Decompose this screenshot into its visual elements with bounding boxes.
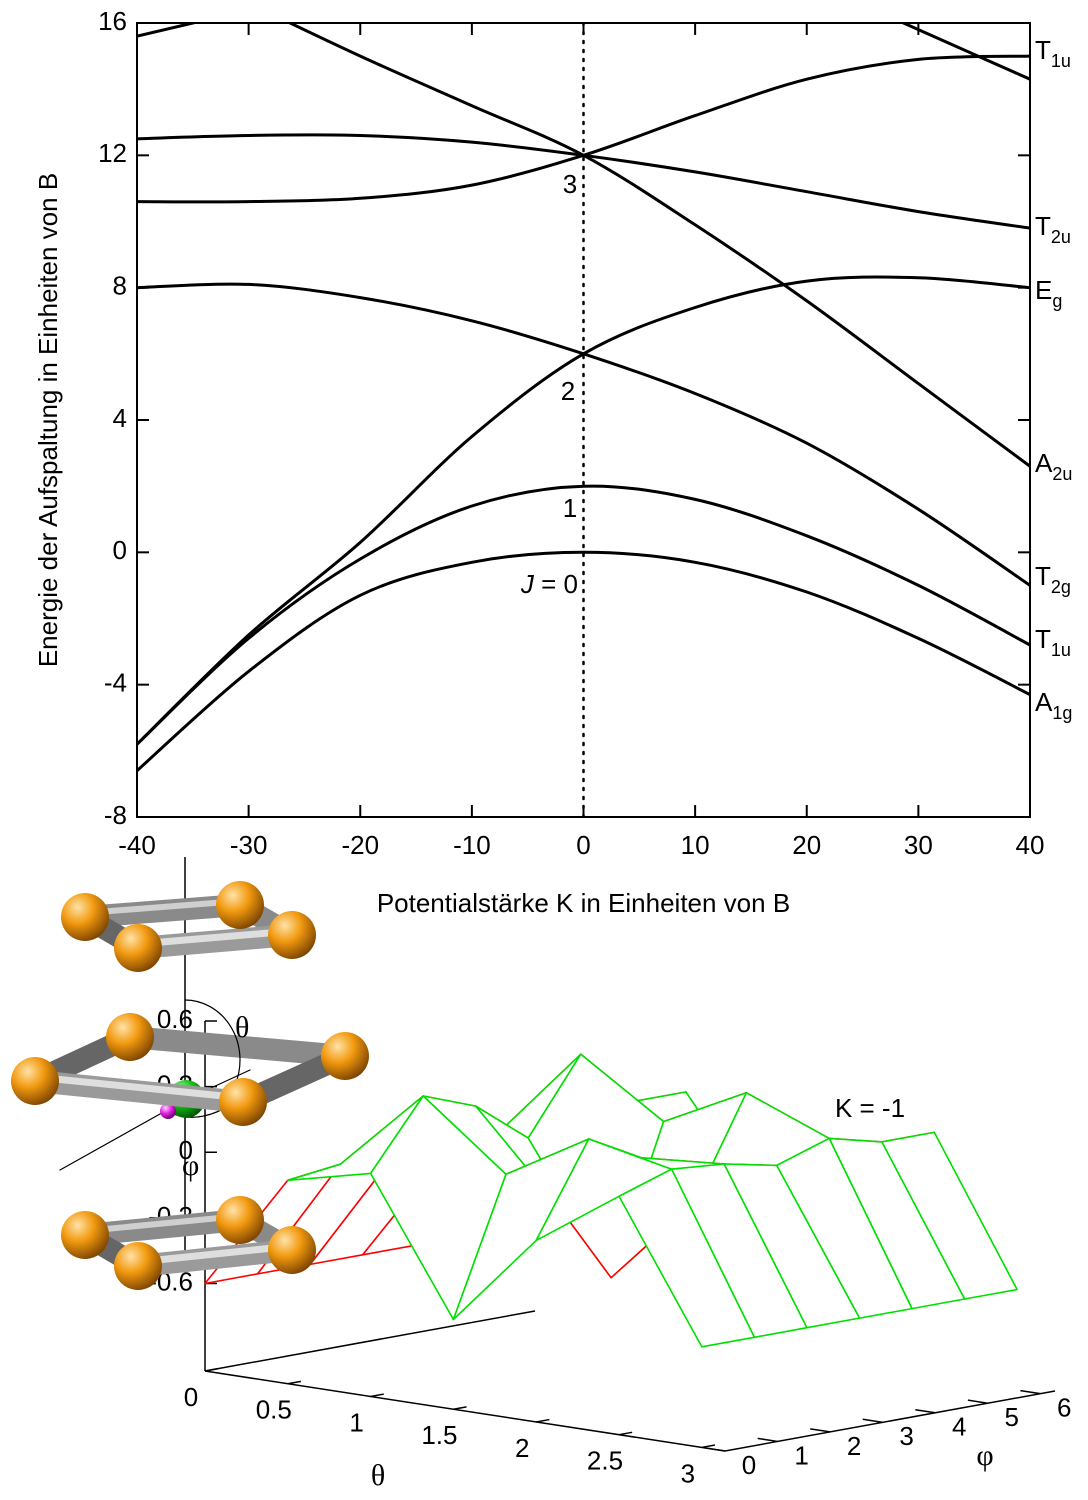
- theta-tick-label: 2: [515, 1433, 529, 1463]
- j-symbol: J: [520, 569, 535, 599]
- symmetry-sub: 1u: [1051, 640, 1071, 660]
- symmetry-sub: 2u: [1051, 227, 1071, 247]
- phi-tick-label: 4: [952, 1412, 966, 1442]
- x-tick-label: -10: [453, 830, 491, 860]
- energy-curve: [137, 282, 1030, 587]
- theta-tick: [536, 1418, 550, 1423]
- symmetry-label: T1u: [1035, 35, 1071, 71]
- theta-axis-label: θ: [371, 1459, 385, 1492]
- phi-tick: [967, 1399, 988, 1404]
- phi-tick-label: 6: [1057, 1393, 1071, 1423]
- middle-ring: [11, 999, 369, 1171]
- energy-curve: [286, 23, 1030, 468]
- theta-tick-label: 0.5: [256, 1395, 292, 1425]
- level-label: J = 0: [520, 569, 578, 599]
- x-tick-label: -30: [230, 830, 268, 860]
- y-tick-label: -4: [104, 668, 127, 698]
- x-tick-label: 30: [904, 830, 933, 860]
- phi-tick-label: 1: [794, 1440, 808, 1470]
- symmetry-sub: 1g: [1052, 703, 1072, 723]
- symmetry-sub: 1u: [1051, 51, 1071, 71]
- energy-curve: [137, 275, 1030, 746]
- symmetry-sub: 2u: [1052, 464, 1072, 484]
- y-tick-label: 12: [98, 138, 127, 168]
- y-tick-label: 0: [113, 535, 127, 565]
- phi-axis-label: φ: [976, 1439, 993, 1472]
- phi-tick: [862, 1418, 883, 1424]
- x-tick-label: -20: [341, 830, 379, 860]
- symmetry-main: T: [1035, 35, 1051, 65]
- theta-tick-label: 1: [349, 1407, 363, 1437]
- symmetry-main: T: [1035, 211, 1051, 241]
- theta-tick: [453, 1406, 467, 1410]
- y-tick-label: -8: [104, 800, 127, 830]
- phi-tick: [757, 1437, 778, 1443]
- symmetry-main: T: [1035, 624, 1051, 654]
- top-ring: [61, 881, 316, 972]
- y-tick-label: 4: [113, 403, 127, 433]
- plot-area: [137, 23, 1030, 817]
- energy-chart: -40 -30 -20 -10 0 10 20 30 40-8-40481216Potentia…: [33, 6, 1073, 918]
- theta-tick: [618, 1431, 633, 1436]
- phi-tick: [810, 1428, 831, 1433]
- theta-tick-label: 3: [681, 1458, 695, 1488]
- floor-edge: [204, 1310, 536, 1372]
- energy-curve: [137, 550, 1030, 772]
- phi-tick-label: 2: [847, 1431, 861, 1461]
- symmetry-label: Eg: [1035, 275, 1062, 311]
- symmetry-sub: g: [1052, 291, 1062, 311]
- y-tick-label: 8: [113, 271, 127, 301]
- phi-tick-label: 0: [742, 1450, 756, 1480]
- bottom-ring: [61, 1196, 316, 1290]
- symmetry-label: T2g: [1035, 561, 1071, 597]
- theta-tick-label: 1.5: [421, 1420, 457, 1450]
- x-tick-label: 40: [1016, 830, 1045, 860]
- theta-tick: [287, 1380, 302, 1385]
- x-tick-label: 20: [792, 830, 821, 860]
- x-tick-label: 10: [681, 830, 710, 860]
- symmetry-main: T: [1035, 561, 1051, 591]
- z-tick-label: 0: [179, 1135, 193, 1165]
- molecule-inset: θ φ: [11, 857, 369, 1290]
- floor-edge: [204, 1370, 726, 1452]
- symmetry-main: E: [1035, 275, 1052, 305]
- level-label: 3: [563, 169, 577, 199]
- phi-tick: [915, 1408, 936, 1414]
- symmetry-main: A: [1035, 687, 1053, 717]
- x-axis-label: Potentialstärke K in Einheiten von B: [377, 888, 790, 918]
- theta-tick-label: 0: [184, 1382, 198, 1412]
- theta-tick: [370, 1393, 384, 1398]
- j-value: = 0: [534, 569, 578, 599]
- symmetry-label: T1u: [1035, 624, 1071, 660]
- phi-tick: [705, 1447, 726, 1452]
- level-label: 2: [561, 376, 575, 406]
- symmetry-label: A2u: [1035, 448, 1072, 484]
- level-label: 1: [563, 493, 577, 523]
- symmetry-label: A1g: [1035, 687, 1072, 723]
- phi-tick: [1020, 1389, 1041, 1395]
- symmetry-sub: 2g: [1051, 577, 1071, 597]
- x-tick-label: -40: [118, 830, 156, 860]
- phi-label: φ: [182, 1149, 199, 1182]
- theta-label: θ: [235, 1011, 249, 1044]
- symmetry-label: T2u: [1035, 211, 1071, 247]
- energy-curve: [137, 23, 200, 38]
- surface-title: K = -1: [835, 1093, 905, 1123]
- theta-tick: [701, 1444, 716, 1449]
- surface-patch: [618, 1168, 756, 1348]
- floor-edge: [724, 1390, 1056, 1452]
- x-tick-label: 0: [576, 830, 590, 860]
- energy-curve: [137, 484, 1030, 746]
- theta-tick: [204, 1367, 219, 1372]
- theta-tick-label: 2.5: [587, 1446, 623, 1476]
- energy-curve: [899, 23, 1030, 81]
- y-axis-label: Energie der Aufspaltung in Einheiten von…: [33, 173, 63, 667]
- y-tick-label: 16: [98, 6, 127, 36]
- phi-tick-label: 5: [1005, 1402, 1019, 1432]
- symmetry-main: A: [1035, 448, 1053, 478]
- phi-tick-label: 3: [899, 1421, 913, 1451]
